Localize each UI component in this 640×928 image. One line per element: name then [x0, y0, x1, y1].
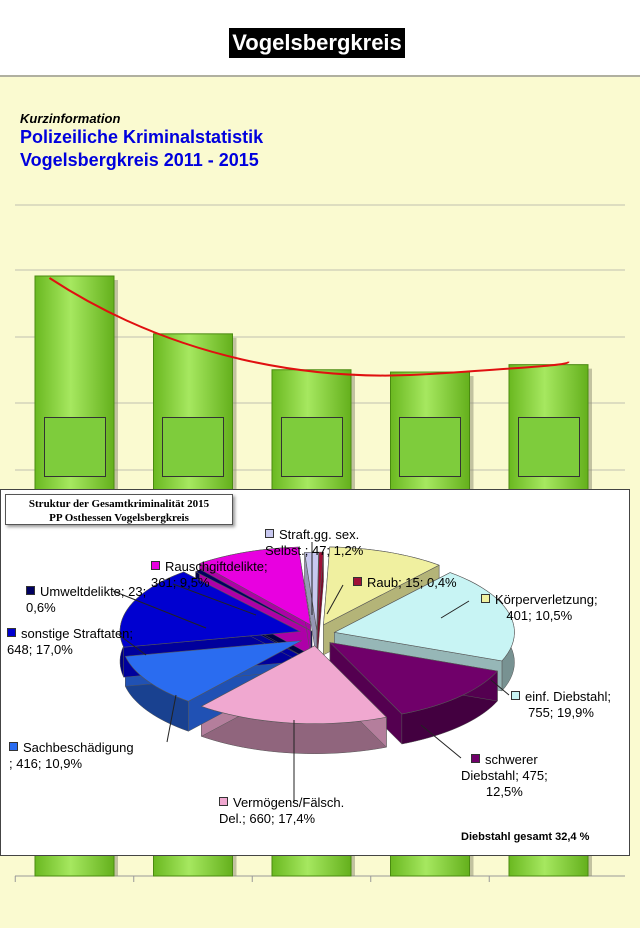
pie-chart	[112, 542, 515, 802]
pie-label-line: Umweltdelikte; 23;	[26, 584, 146, 600]
pie-label-text: Körperverletzung;	[495, 592, 598, 607]
pie-slice-umweltdelikte	[194, 569, 313, 632]
pie-label-line: schwerer	[461, 752, 548, 768]
pie-label-text: Selbst.; 47; 1,2%	[265, 543, 364, 558]
page-title: Vogelsbergkreis	[229, 28, 405, 58]
pie-title: Struktur der Gesamtkriminalität 2015 PP …	[5, 494, 233, 525]
pie-label-line: 401; 10,5%	[481, 608, 598, 624]
pie-label-text: schwerer	[484, 752, 538, 767]
leader-line	[490, 679, 510, 696]
pie-label-text: 361; 9,5%	[151, 575, 210, 590]
pie-label-straft-gg-sex-selbst-: Straft.gg. sex. Selbst.; 47; 1,2%	[265, 527, 363, 559]
pie-label-line: 361; 9,5%	[151, 575, 268, 591]
pie-tops	[119, 546, 515, 725]
legend-swatch	[265, 529, 274, 538]
pie-label-text: Vermögens/Fälsch.	[233, 795, 345, 810]
pie-label-text: Rauschgiftdelikte;	[165, 559, 268, 574]
pie-panel: Struktur der Gesamtkriminalität 2015 PP …	[0, 489, 630, 856]
pie-label-line: Raub; 15; 0,4%	[353, 575, 457, 591]
pie-label-line: Selbst.; 47; 1,2%	[265, 543, 363, 559]
pie-label-line: Körperverletzung;	[481, 592, 598, 608]
pie-label-k-rperverletzung: Körperverletzung; 401; 10,5%	[481, 592, 598, 624]
pie-label-line: 755; 19,9%	[511, 705, 611, 721]
legend-swatch	[9, 742, 18, 751]
pie-slice-einf-diebstahl	[333, 572, 515, 662]
pie-label-line: Rauschgiftdelikte;	[151, 559, 268, 575]
pie-label-text: 648; 17,0%	[7, 642, 73, 657]
pie-label-schwerer-diebstahl: schwerer Diebstahl; 475; 12,5%	[461, 752, 548, 800]
leader-line	[166, 694, 177, 743]
leader-line	[420, 724, 462, 759]
pie-label-line: Sachbeschädigung	[9, 740, 134, 756]
legend-swatch	[470, 754, 480, 763]
pie-label-einf-diebstahl: einf. Diebstahl; 755; 19,9%	[511, 689, 611, 721]
aq-box	[280, 417, 343, 477]
leader-line	[118, 634, 147, 656]
pie-label-line: Del.; 660; 17,4%	[219, 811, 344, 827]
pie-label-umweltdelikte: Umweltdelikte; 23; 0,6%	[26, 584, 146, 616]
legend-swatch	[511, 691, 520, 700]
pie-label-text: Diebstahl; 475;	[461, 768, 548, 783]
pie-label-line: Vermögens/Fälsch.	[219, 795, 344, 811]
pie-label-line: sonstige Straftaten;	[7, 626, 133, 642]
legend-swatch	[219, 797, 228, 806]
pie-label-sachbesch-digung: Sachbeschädigung; 416; 10,9%	[9, 740, 134, 772]
pie-label-text: Raub; 15; 0,4%	[367, 575, 457, 590]
pie-label-text: einf. Diebstahl;	[525, 689, 611, 704]
pie-label-line: einf. Diebstahl;	[511, 689, 611, 705]
pie-label-text: 0,6%	[26, 600, 56, 615]
info-title-line1: Polizeiliche Kriminalstatistik	[20, 127, 264, 147]
pie-label-line: ; 416; 10,9%	[9, 756, 134, 772]
pie-title-line2: PP Osthessen Vogelsbergkreis	[49, 512, 189, 524]
pie-label-text: Straft.gg. sex.	[279, 527, 360, 542]
pie-label-text: ; 416; 10,9%	[9, 756, 82, 771]
pie-label-raub: Raub; 15; 0,4%	[353, 575, 457, 591]
pie-label-line: 0,6%	[26, 600, 146, 616]
pie-label-line: 648; 17,0%	[7, 642, 133, 658]
aq-box	[399, 417, 461, 477]
pie-label-line: Diebstahl; 475;	[461, 768, 548, 784]
legend-swatch	[7, 628, 16, 637]
pie-label-rauschgiftdelikte: Rauschgiftdelikte; 361; 9,5%	[151, 559, 268, 591]
leader-line	[112, 590, 207, 629]
pie-title-line1: Struktur der Gesamtkriminalität 2015	[28, 498, 210, 510]
info-subtitle: Kurzinformation	[20, 111, 121, 126]
pie-slice-raub	[316, 551, 324, 631]
pie-label-text: sonstige Straftaten;	[21, 626, 134, 641]
info-title-line2: Vogelsbergkreis 2011 - 2015	[20, 150, 259, 170]
leader-line	[326, 584, 344, 615]
trend-line	[48, 277, 570, 377]
pie-label-text: Del.; 660; 17,4%	[219, 811, 316, 826]
pie-label-line: Straft.gg. sex.	[265, 527, 363, 543]
legend-swatch	[151, 561, 160, 570]
pie-label-verm-gens-f-lsch-del-: Vermögens/Fälsch. Del.; 660; 17,4%	[219, 795, 344, 827]
pie-label-text: Sachbeschädigung	[23, 740, 134, 755]
pie-label-text: 401; 10,5%	[506, 608, 573, 623]
legend-swatch	[353, 577, 362, 586]
pie-label-text: 12,5%	[485, 784, 523, 799]
leader-line	[172, 583, 257, 616]
pie-label-text: Umweltdelikte; 23;	[40, 584, 147, 599]
pie-slice-rauschgiftdelikte	[198, 546, 311, 626]
leader-line	[440, 600, 470, 619]
pie-label-line: 12,5%	[461, 784, 548, 800]
pie-footer: Diebstahl gesamt 32,4 %	[461, 831, 590, 843]
aq-box	[517, 417, 580, 477]
pie-label-text: 755; 19,9%	[528, 705, 594, 720]
pie-slice-k-rperverletzung	[323, 546, 440, 626]
legend-swatch	[481, 594, 490, 603]
pie-label-sonstige-straftaten: sonstige Straftaten; 648; 17,0%	[7, 626, 133, 658]
pie-slice-schwerer-diebstahl	[329, 642, 499, 715]
aq-box	[162, 417, 224, 477]
legend-swatch	[26, 586, 35, 595]
pie-slice-verm-gens-f-lsch-del-	[200, 645, 388, 725]
aq-box	[43, 417, 106, 477]
